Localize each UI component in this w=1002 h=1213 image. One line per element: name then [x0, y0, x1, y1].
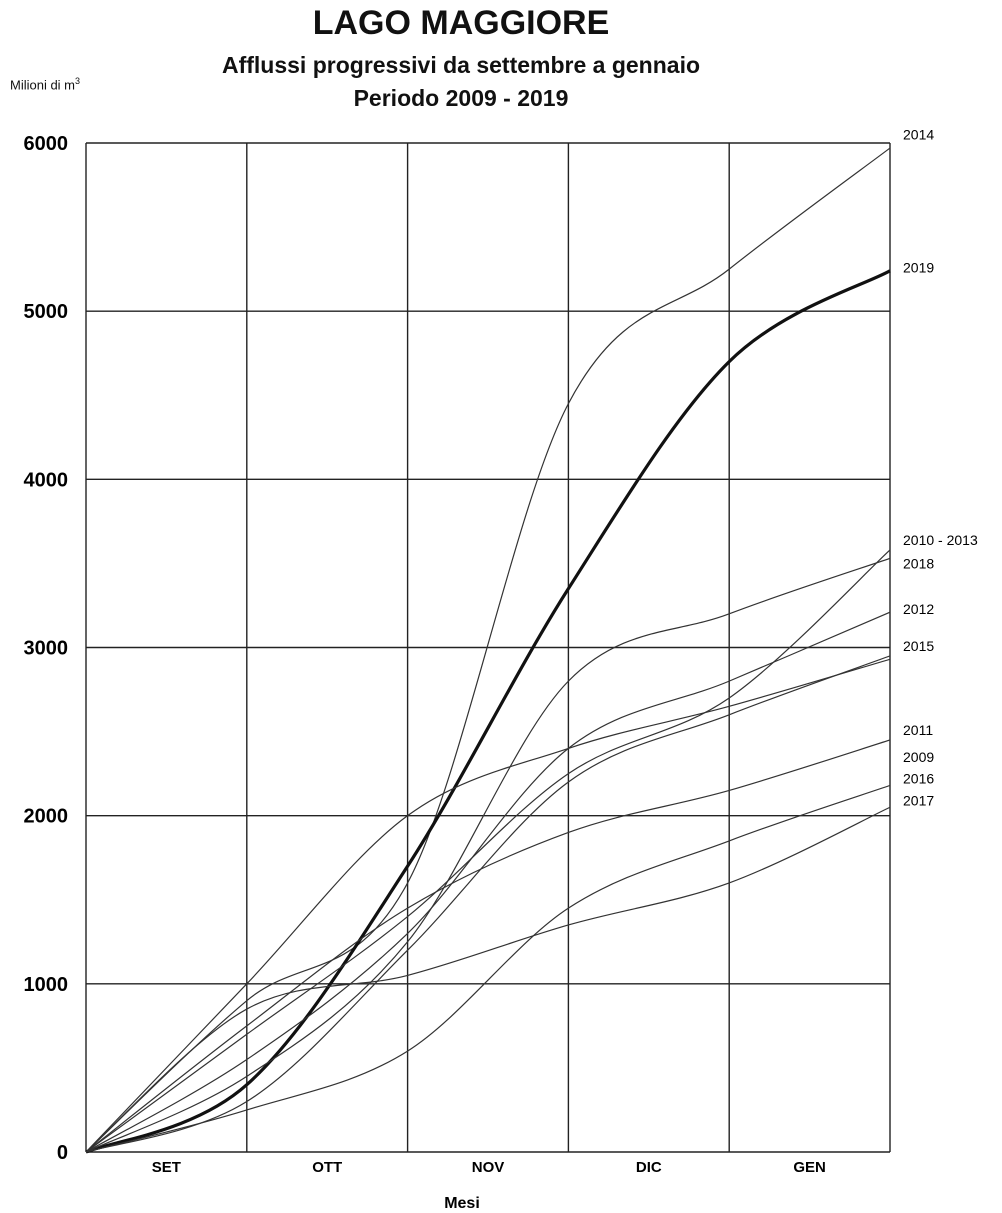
- x-axis-label: Mesi: [444, 1195, 480, 1212]
- series-line-2012: [85, 611, 891, 1153]
- chart-period: Periodo 2009 - 2019: [353, 85, 569, 111]
- chart-subtitle: Afflussi progressivi da settembre a genn…: [221, 52, 701, 78]
- series-end-label: 2011: [903, 722, 933, 738]
- y-axis-label: Milioni di m3: [10, 76, 80, 92]
- y-tick-label: 1000: [24, 974, 69, 996]
- y-tick-label: 0: [57, 1142, 68, 1164]
- chart-title: LAGO MAGGIORE: [312, 4, 610, 42]
- series-end-label: 2017: [903, 793, 934, 809]
- grid-lines: [85, 142, 891, 1153]
- series-end-label: 2009: [903, 749, 934, 765]
- series-line-2011: [85, 739, 891, 1153]
- x-category-label: DIC: [636, 1159, 662, 1176]
- series-line-2018: [85, 557, 891, 1153]
- series-line-2017: [85, 655, 891, 1153]
- y-tick-label: 6000: [24, 133, 69, 155]
- x-category-label: OTT: [312, 1159, 342, 1176]
- x-category-label: NOV: [472, 1159, 505, 1176]
- series-end-label: 2012: [903, 601, 934, 617]
- series-end-label: 2010 - 2013: [903, 532, 978, 548]
- series-line-2019: [85, 269, 891, 1154]
- y-tick-label: 5000: [24, 301, 69, 323]
- series-line-2009: [85, 806, 891, 1153]
- y-tick-label: 2000: [24, 806, 69, 828]
- series-line-2016: [85, 784, 891, 1153]
- series-lines: [85, 147, 891, 1154]
- series-line-2015: [85, 658, 891, 1153]
- y-tick-label: 4000: [24, 469, 69, 491]
- axis-labels: 0 1000 2000 3000 4000 5000 6000 SET OTT NOV DIC GEN…: [24, 127, 978, 1176]
- series-end-label: 2018: [903, 555, 934, 571]
- series-end-label: 2016: [903, 771, 934, 787]
- series-end-label: 2014: [903, 127, 934, 143]
- series-end-label: 2019: [903, 259, 934, 275]
- y-axis-label-sup: 3: [75, 76, 81, 86]
- x-category-label: SET: [152, 1159, 181, 1176]
- series-line-2014: [85, 147, 891, 1153]
- x-category-label: GEN: [793, 1159, 826, 1176]
- series-end-label: 2015: [903, 638, 934, 654]
- series-line-2010-2013: [85, 549, 891, 1153]
- y-tick-label: 3000: [24, 638, 69, 660]
- y-axis-label-text: Milioni di m: [10, 77, 76, 93]
